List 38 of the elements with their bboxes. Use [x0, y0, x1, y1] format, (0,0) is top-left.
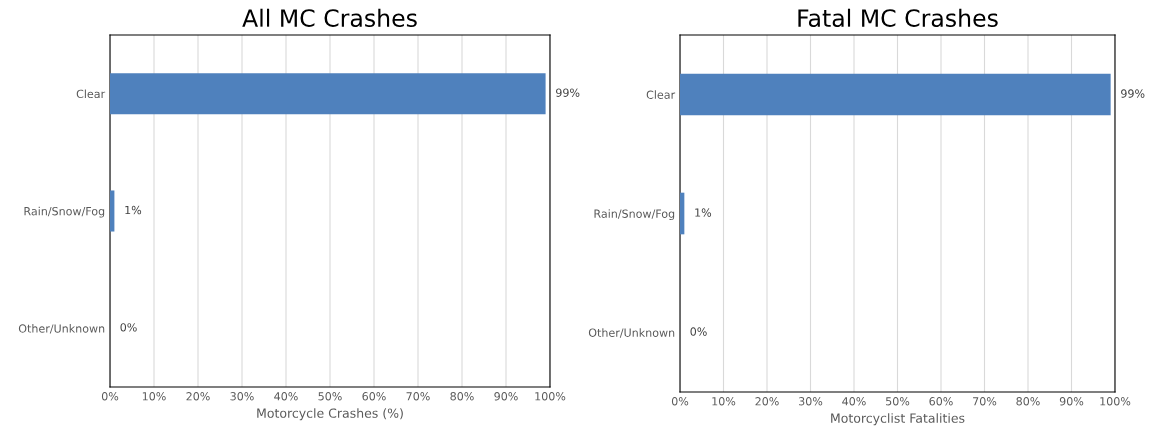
x-tick-label: 30%	[799, 397, 823, 406]
x-tick-label: 10%	[142, 392, 166, 401]
y-tick-label: Other/Unknown	[18, 324, 105, 334]
y-tick-label: Rain/Snow/Fog	[594, 209, 675, 221]
data-label: 1%	[125, 205, 142, 215]
x-tick-label: 60%	[362, 392, 386, 401]
x-tick-label: 40%	[274, 392, 298, 401]
x-tick-label: 70%	[973, 397, 997, 406]
x-tick-label: 40%	[842, 397, 866, 406]
data-label: 0%	[690, 327, 707, 336]
y-tick-label: Rain/Snow/Fog	[24, 206, 105, 218]
chart-title: All MC Crashes	[242, 8, 417, 27]
x-tick-label: 80%	[1016, 397, 1040, 406]
x-tick-label: 60%	[929, 397, 953, 406]
x-tick-label: 20%	[186, 392, 210, 401]
y-tick-label: Other/Unknown	[588, 328, 675, 338]
data-label: 1%	[695, 208, 712, 217]
x-tick-label: 50%	[318, 392, 342, 401]
x-tick-label: 0%	[101, 392, 119, 401]
x-tick-label: 90%	[494, 392, 518, 401]
x-tick-label: 20%	[755, 397, 779, 406]
y-tick-label: Clear	[646, 90, 676, 99]
x-tick-label: 80%	[450, 392, 474, 401]
x-axis-title: Motorcycle Crashes (%)	[257, 408, 403, 421]
data-label: 0%	[120, 323, 137, 332]
x-tick-label: 100%	[1100, 397, 1131, 406]
y-tick-label: Clear	[76, 89, 106, 99]
x-tick-label: 30%	[230, 392, 254, 401]
x-tick-label: 0%	[671, 397, 689, 406]
data-label: 99%	[556, 88, 580, 97]
x-tick-label: 100%	[535, 392, 566, 401]
x-tick-label: 10%	[712, 397, 736, 406]
x-tick-label: 70%	[406, 392, 430, 401]
x-tick-label: 50%	[886, 397, 910, 406]
x-axis-title: Motorcyclist Fatalities	[831, 413, 965, 426]
data-label: 99%	[1121, 89, 1145, 98]
chart-title: Fatal MC Crashes	[798, 8, 998, 27]
x-tick-label: 90%	[1059, 397, 1084, 406]
